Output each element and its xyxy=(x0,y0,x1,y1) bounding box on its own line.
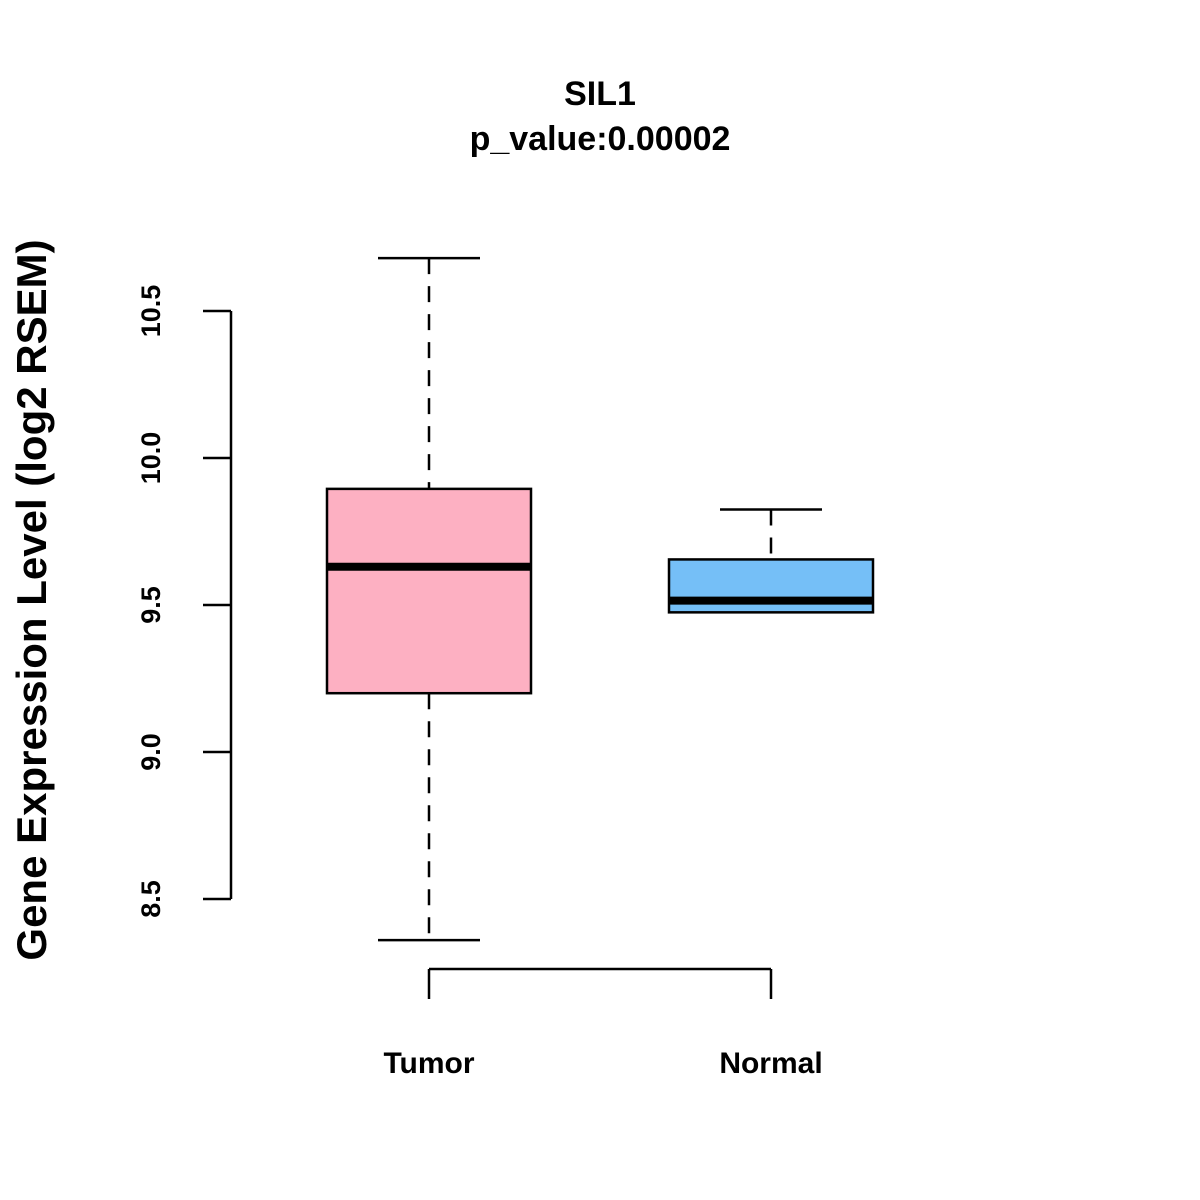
box-normal xyxy=(667,508,875,614)
y-tick-label: 9.5 xyxy=(136,586,166,624)
y-tick-label: 9.0 xyxy=(136,733,166,771)
x-axis: Tumor Normal xyxy=(383,967,823,1080)
x-tick-label: Tumor xyxy=(383,1047,474,1080)
y-tick-label: 10.0 xyxy=(136,432,166,485)
y-tick-label: 10.5 xyxy=(136,285,166,338)
y-axis: 8.5 9.0 9.5 10.0 10.5 xyxy=(136,285,233,918)
x-tick-label: Normal xyxy=(719,1047,822,1080)
y-tick-label: 8.5 xyxy=(136,880,166,918)
y-axis-label: Gene Expression Level (log2 RSEM) xyxy=(8,239,55,960)
chart-title: SIL1 xyxy=(564,75,636,113)
iqr-box xyxy=(325,487,533,695)
box-tumor xyxy=(325,256,533,942)
boxes-group xyxy=(325,256,875,942)
chart-subtitle: p_value:0.00002 xyxy=(470,120,731,158)
